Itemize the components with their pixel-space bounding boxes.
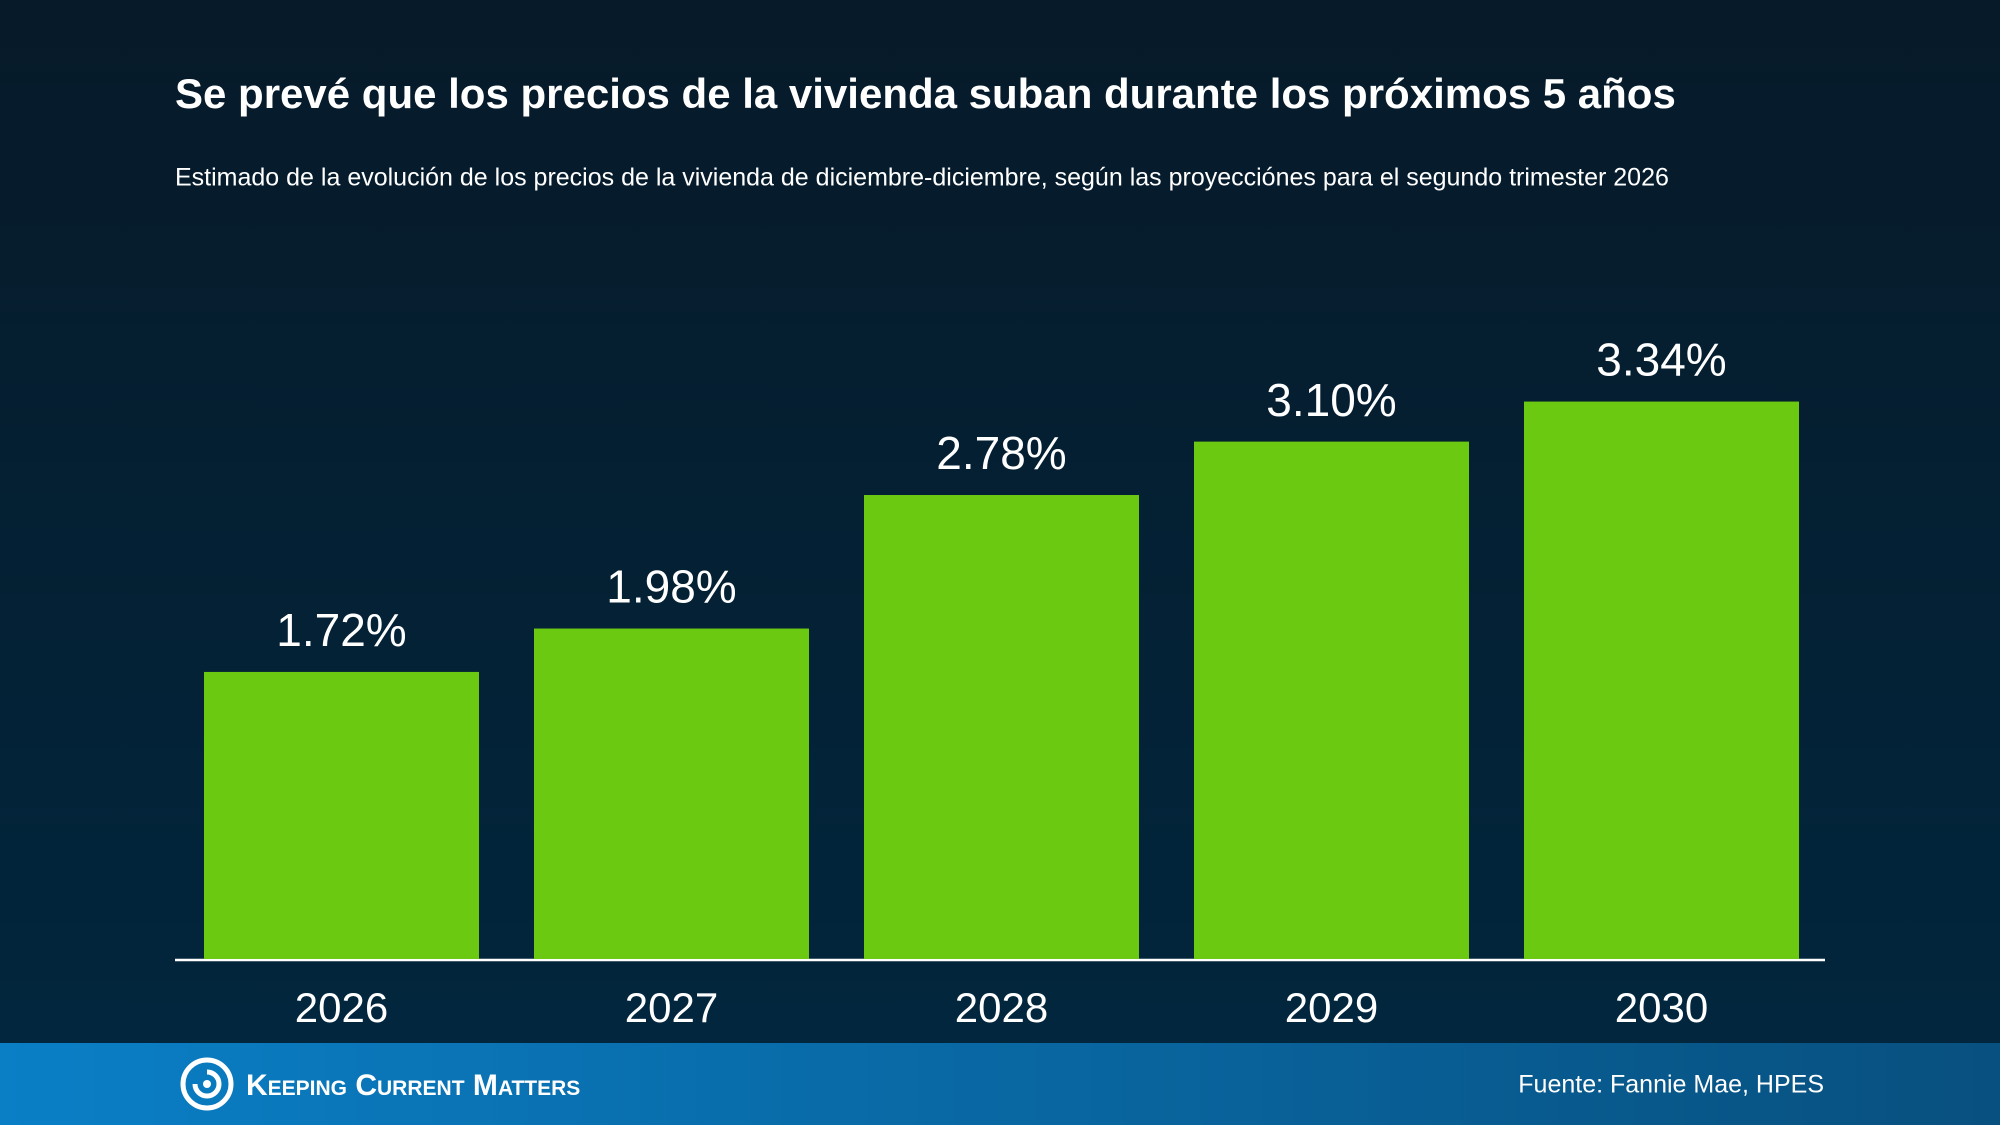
bar	[1524, 401, 1799, 960]
bar	[1194, 441, 1469, 959]
x-tick-label: 2026	[295, 984, 388, 1031]
value-label: 3.10%	[1266, 374, 1396, 426]
brand-name: Keeping Current Matters	[246, 1069, 580, 1102]
x-tick-label: 2028	[955, 984, 1048, 1031]
source-note: Fuente: Fannie Mae, HPES	[1518, 1071, 1824, 1099]
bar	[534, 628, 809, 959]
value-label: 1.98%	[606, 561, 736, 613]
bar	[204, 671, 479, 959]
value-label: 2.78%	[936, 427, 1066, 479]
x-tick-label: 2030	[1615, 984, 1708, 1031]
footer-band	[0, 1043, 2000, 1125]
value-label: 1.72%	[276, 604, 406, 656]
bar	[864, 495, 1139, 959]
x-tick-label: 2027	[625, 984, 718, 1031]
x-tick-label: 2029	[1285, 984, 1378, 1031]
chart-title: Se prevé que los precios de la vivienda …	[175, 70, 1676, 117]
logo	[180, 1057, 234, 1111]
value-label: 3.34%	[1596, 334, 1726, 386]
chart-subtitle: Estimado de la evolución de los precios …	[175, 164, 1669, 192]
